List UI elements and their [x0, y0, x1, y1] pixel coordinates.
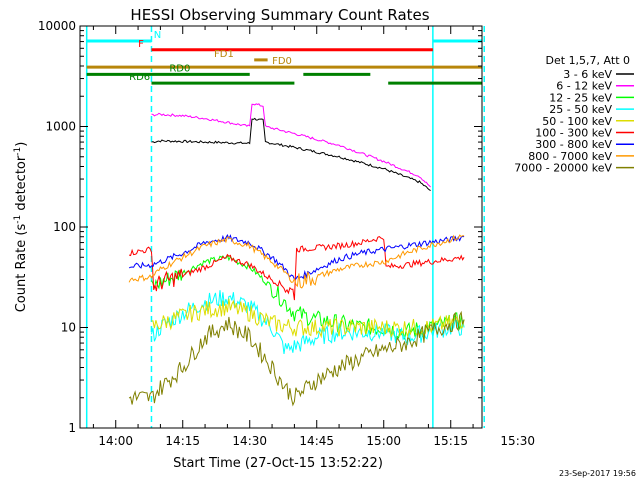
series-line-8: [128, 310, 465, 407]
x-axis-ticks: 14:00 14:15 14:30 14:45 15:00 15:15 15:30: [92, 26, 535, 448]
x-axis-label: Start Time (27-Oct-15 13:52:22): [173, 456, 383, 471]
x-tick-label: 14:30: [232, 434, 267, 448]
series-line-4: [151, 298, 465, 339]
y-tick-label: 100: [53, 220, 76, 234]
chart-title: HESSI Observing Summary Count Rates: [130, 6, 429, 24]
legend-entry-label: 50 - 100 keV: [542, 115, 612, 128]
series-line-6: [128, 233, 465, 280]
y-tick-label: 10: [61, 321, 76, 335]
legend-header: Det 1,5,7, Att 0: [546, 54, 630, 67]
legend-entry-label: 12 - 25 keV: [549, 91, 612, 104]
x-tick-label: 14:15: [165, 434, 200, 448]
series-line-7: [128, 234, 465, 289]
y-axis-label-sup1: -1: [13, 215, 23, 224]
series-line-0: [151, 117, 431, 192]
legend-entry-label: 7000 - 20000 keV: [514, 162, 612, 175]
legend-entry-label: 100 - 300 keV: [535, 127, 612, 140]
series-line-1: [151, 103, 431, 188]
series-line-2: [151, 254, 465, 340]
attenuator-lines: [85, 26, 485, 428]
flag-label-rd0: RD0: [169, 63, 190, 74]
series-line-5: [128, 236, 465, 301]
y-axis-ticks: 1 10 100 1000 10000: [38, 19, 482, 435]
legend-entry-label: 6 - 12 keV: [556, 80, 612, 93]
y-axis-label-mid: detector: [14, 155, 29, 215]
x-tick-label: 15:30: [500, 434, 535, 448]
flag-label-n: N: [154, 30, 161, 41]
flag-bars: NF FD1 FD0 RD0 RD6: [86, 30, 482, 85]
flag-label-fd0: FD0: [272, 56, 292, 67]
legend-entry-label: 800 - 7000 keV: [528, 150, 612, 163]
x-tick-label: 15:00: [366, 434, 401, 448]
series-line-3: [151, 290, 465, 354]
x-tick-label: 14:45: [299, 434, 334, 448]
y-tick-label: 10000: [38, 19, 76, 33]
y-tick-label: 1: [68, 421, 76, 435]
flag-label-rd6: RD6: [129, 72, 150, 83]
series-lines: [128, 103, 465, 407]
y-tick-label: 1000: [45, 120, 76, 134]
legend-entry-label: 25 - 50 keV: [549, 103, 612, 116]
x-tick-label: 14:00: [98, 434, 133, 448]
flag-label-f: F: [138, 39, 144, 50]
legend-entry-label: 300 - 800 keV: [535, 138, 612, 151]
x-tick-label: 15:15: [433, 434, 468, 448]
y-axis-label-main: Count Rate (s: [14, 224, 29, 313]
flag-label-fd1: FD1: [214, 49, 234, 60]
timestamp: 23-Sep-2017 19:56: [559, 469, 636, 478]
legend-entry-label: 3 - 6 keV: [563, 68, 612, 81]
y-axis-label-sup2: -1: [13, 147, 23, 156]
y-axis-label: Count Rate (s-1 detector-1): [13, 142, 29, 313]
plot-frame: [79, 25, 483, 429]
y-axis-label-end: ): [14, 142, 29, 147]
